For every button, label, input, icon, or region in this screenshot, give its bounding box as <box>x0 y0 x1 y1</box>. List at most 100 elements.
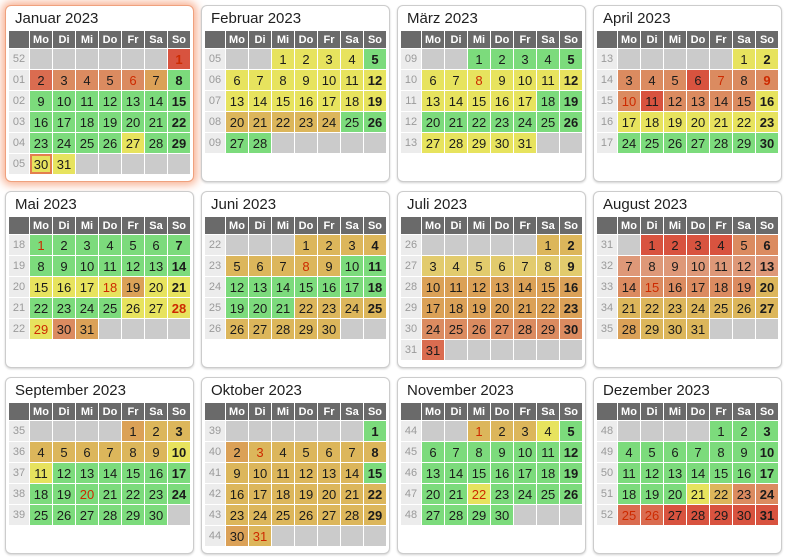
day-cell[interactable]: 25 <box>364 298 386 318</box>
day-cell[interactable]: 4 <box>537 49 559 69</box>
day-cell[interactable]: 7 <box>514 256 536 276</box>
day-cell[interactable]: 19 <box>641 484 663 504</box>
day-cell[interactable]: 4 <box>641 70 663 90</box>
day-cell[interactable]: 25 <box>99 298 121 318</box>
day-cell[interactable]: 9 <box>145 442 167 462</box>
day-cell[interactable]: 15 <box>30 277 52 297</box>
day-cell[interactable]: 24 <box>514 112 536 132</box>
day-cell[interactable]: 6 <box>318 442 340 462</box>
day-cell[interactable]: 3 <box>76 235 98 255</box>
day-cell[interactable]: 26 <box>664 133 686 153</box>
day-cell[interactable]: 17 <box>618 112 640 132</box>
day-cell[interactable]: 22 <box>295 298 317 318</box>
day-cell[interactable]: 16 <box>30 112 52 132</box>
day-cell[interactable]: 10 <box>76 256 98 276</box>
day-cell[interactable]: 23 <box>145 484 167 504</box>
day-cell[interactable]: 19 <box>226 298 248 318</box>
day-cell[interactable]: 20 <box>664 484 686 504</box>
day-cell[interactable]: 11 <box>445 277 467 297</box>
day-cell[interactable]: 21 <box>99 484 121 504</box>
day-cell[interactable]: 30 <box>491 505 513 525</box>
day-cell[interactable]: 29 <box>122 505 144 525</box>
day-cell[interactable]: 29 <box>30 319 52 339</box>
day-cell[interactable]: 8 <box>272 70 294 90</box>
day-cell[interactable]: 13 <box>249 277 271 297</box>
day-cell[interactable]: 19 <box>560 91 582 111</box>
day-cell[interactable]: 28 <box>145 133 167 153</box>
day-cell[interactable]: 20 <box>422 484 444 504</box>
day-cell[interactable]: 16 <box>664 277 686 297</box>
day-cell[interactable]: 8 <box>733 70 755 90</box>
day-cell[interactable]: 7 <box>168 235 190 255</box>
day-cell[interactable]: 10 <box>514 70 536 90</box>
day-cell[interactable]: 10 <box>249 463 271 483</box>
day-cell[interactable]: 1 <box>122 421 144 441</box>
day-cell[interactable]: 15 <box>641 277 663 297</box>
day-cell[interactable]: 12 <box>468 277 490 297</box>
day-cell[interactable]: 28 <box>168 298 190 318</box>
day-cell[interactable]: 2 <box>295 49 317 69</box>
day-cell[interactable]: 15 <box>468 463 490 483</box>
day-cell[interactable]: 18 <box>618 484 640 504</box>
day-cell[interactable]: 1 <box>30 235 52 255</box>
day-cell[interactable]: 5 <box>733 235 755 255</box>
day-cell[interactable]: 14 <box>514 277 536 297</box>
day-cell[interactable]: 30 <box>53 319 75 339</box>
day-cell[interactable]: 14 <box>168 256 190 276</box>
day-cell[interactable]: 13 <box>491 277 513 297</box>
day-cell[interactable]: 13 <box>687 91 709 111</box>
day-cell[interactable]: 29 <box>733 133 755 153</box>
day-cell[interactable]: 17 <box>318 91 340 111</box>
day-cell[interactable]: 29 <box>641 319 663 339</box>
day-cell[interactable]: 3 <box>514 421 536 441</box>
day-cell[interactable]: 1 <box>468 421 490 441</box>
day-cell[interactable]: 20 <box>491 298 513 318</box>
day-cell[interactable]: 4 <box>364 235 386 255</box>
day-cell[interactable]: 3 <box>318 49 340 69</box>
day-cell[interactable]: 16 <box>491 463 513 483</box>
day-cell[interactable]: 22 <box>272 112 294 132</box>
day-cell[interactable]: 10 <box>756 442 778 462</box>
day-cell[interactable]: 5 <box>226 256 248 276</box>
day-cell[interactable]: 16 <box>733 463 755 483</box>
day-cell[interactable]: 4 <box>272 442 294 462</box>
day-cell[interactable]: 17 <box>249 484 271 504</box>
day-cell[interactable]: 9 <box>295 70 317 90</box>
day-cell[interactable]: 11 <box>537 70 559 90</box>
day-cell[interactable]: 5 <box>641 442 663 462</box>
day-cell[interactable]: 5 <box>295 442 317 462</box>
day-cell[interactable]: 12 <box>226 277 248 297</box>
day-cell[interactable]: 10 <box>318 70 340 90</box>
day-cell[interactable]: 18 <box>99 277 121 297</box>
day-cell[interactable]: 19 <box>468 298 490 318</box>
day-cell[interactable]: 31 <box>422 340 444 360</box>
day-cell[interactable]: 18 <box>364 277 386 297</box>
day-cell[interactable]: 23 <box>491 112 513 132</box>
day-cell[interactable]: 22 <box>733 112 755 132</box>
day-cell[interactable]: 21 <box>514 298 536 318</box>
day-cell[interactable]: 27 <box>318 505 340 525</box>
day-cell[interactable]: 16 <box>295 91 317 111</box>
day-cell[interactable]: 12 <box>53 463 75 483</box>
day-cell[interactable]: 26 <box>295 505 317 525</box>
day-cell[interactable]: 16 <box>226 484 248 504</box>
day-cell[interactable]: 19 <box>99 112 121 132</box>
day-cell[interactable]: 17 <box>514 463 536 483</box>
day-cell[interactable]: 2 <box>560 235 582 255</box>
day-cell[interactable]: 27 <box>664 505 686 525</box>
day-cell[interactable]: 1 <box>364 421 386 441</box>
day-cell[interactable]: 6 <box>249 256 271 276</box>
day-cell[interactable]: 9 <box>733 442 755 462</box>
day-cell[interactable]: 21 <box>710 112 732 132</box>
day-cell[interactable]: 24 <box>249 505 271 525</box>
day-cell[interactable]: 24 <box>168 484 190 504</box>
day-cell[interactable]: 8 <box>168 70 190 90</box>
day-cell[interactable]: 22 <box>122 484 144 504</box>
day-cell[interactable]: 27 <box>145 298 167 318</box>
day-cell[interactable]: 28 <box>249 133 271 153</box>
day-cell[interactable]: 4 <box>445 256 467 276</box>
day-cell[interactable]: 28 <box>687 505 709 525</box>
day-cell[interactable]: 12 <box>364 70 386 90</box>
day-cell[interactable]: 9 <box>53 256 75 276</box>
day-cell[interactable]: 2 <box>145 421 167 441</box>
